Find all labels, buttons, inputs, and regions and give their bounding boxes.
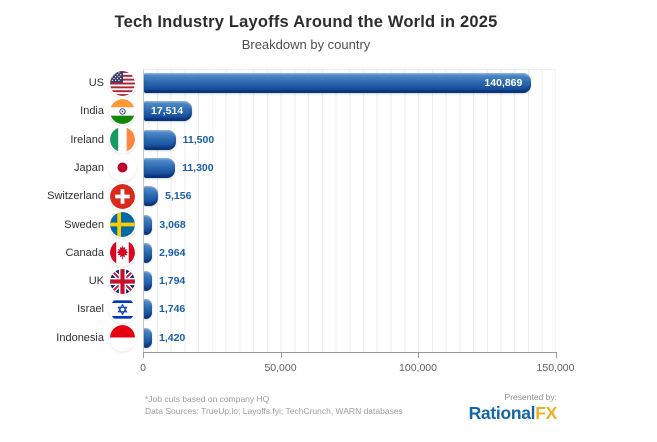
- country-label: Switzerland: [47, 190, 104, 203]
- country-label: Ireland: [70, 133, 104, 146]
- flag-switzerland-icon: [110, 183, 135, 209]
- chart-row-uk: UK 1,794: [0, 267, 657, 295]
- chart-row-canada: Canada 2,964: [0, 239, 657, 267]
- value-label: 17,514: [151, 105, 184, 118]
- bar-indonesia: [144, 327, 152, 348]
- brand-block: Presented by: RationalFX: [357, 392, 558, 423]
- x-axis-tick-label: 100,000: [399, 362, 437, 374]
- country-label: Japan: [74, 161, 104, 174]
- chart-row-switzerland: Switzerland 5,156: [0, 182, 657, 210]
- chart-row-india: India 17,514: [0, 97, 657, 125]
- flag-canada-icon: [110, 240, 135, 266]
- chart-row-ireland: Ireland 11,500: [0, 126, 657, 154]
- chart-row-sweden: Sweden 3,068: [0, 211, 657, 239]
- presented-by-label: Presented by:: [504, 392, 557, 402]
- flag-uk-icon: [110, 268, 135, 294]
- chart-rows: US 140,869 India 17,514 Ireland 11,500 Japan 11…: [0, 69, 657, 352]
- flag-india-icon: [110, 98, 135, 124]
- bar-canada: [144, 242, 153, 263]
- bar-chart: US 140,869 India 17,514 Ireland 11,500 Japan 11…: [0, 62, 657, 382]
- flag-israel-icon: [110, 296, 135, 322]
- chart-title: Tech Industry Layoffs Around the World i…: [114, 13, 498, 31]
- country-label: Israel: [77, 303, 104, 316]
- data-sources: Data Sources: TrueUp.io; Layoffs.fyi; Te…: [145, 405, 403, 416]
- footnotes: *Job cuts based on company HQ Data Sourc…: [145, 394, 403, 417]
- flag-us-icon: [110, 70, 135, 96]
- x-axis-tick-label: 0: [140, 362, 146, 374]
- x-axis-tick: [555, 353, 557, 358]
- value-label: 1,420: [159, 331, 186, 344]
- x-axis-line: [143, 352, 557, 353]
- value-label: 140,869: [484, 77, 523, 90]
- rationalfx-logo: RationalFX: [357, 403, 558, 423]
- value-label: 5,156: [165, 190, 192, 203]
- value-label: 2,964: [159, 246, 186, 259]
- flag-ireland-icon: [110, 127, 135, 153]
- value-label: 11,500: [182, 133, 215, 146]
- value-label: 3,068: [159, 218, 186, 231]
- footnote: *Job cuts based on company HQ: [145, 394, 270, 404]
- chart-row-israel: Israel 1,746: [0, 295, 657, 323]
- country-label: Sweden: [64, 218, 104, 231]
- chart-subtitle: Breakdown by country: [241, 37, 371, 52]
- value-label: 1,746: [159, 303, 186, 316]
- country-label: UK: [88, 275, 104, 288]
- flag-japan-icon: [110, 155, 135, 181]
- value-label: 1,794: [159, 275, 186, 288]
- brand-rational: Rational: [468, 403, 536, 423]
- x-axis-tick: [280, 353, 282, 358]
- x-axis-tick-label: 50,000: [264, 362, 297, 374]
- bar-india: [144, 101, 193, 122]
- x-axis-tick-label: 150,000: [536, 362, 575, 374]
- bar-uk: [144, 271, 152, 292]
- flag-sweden-icon: [110, 212, 135, 238]
- country-label: Indonesia: [56, 331, 104, 344]
- flag-indonesia-icon: [110, 325, 135, 351]
- plot-area: [143, 69, 556, 352]
- bar-japan: [144, 157, 176, 178]
- x-axis-tick: [418, 353, 419, 358]
- bar-switzerland: [144, 186, 159, 207]
- country-label: India: [80, 105, 104, 118]
- chart-row-us: US 140,869: [0, 69, 657, 97]
- country-label: Canada: [65, 246, 104, 259]
- chart-row-japan: Japan 11,300: [0, 154, 657, 182]
- x-axis-tick: [143, 353, 144, 358]
- bar-sweden: [144, 214, 153, 235]
- bar-israel: [144, 299, 152, 320]
- country-label: US: [88, 77, 104, 89]
- brand-fx: FX: [535, 403, 557, 423]
- value-label: 11,300: [182, 161, 214, 174]
- bar-us: [144, 73, 532, 94]
- bar-ireland: [144, 129, 176, 150]
- chart-row-indonesia: Indonesia 1,420: [0, 324, 657, 352]
